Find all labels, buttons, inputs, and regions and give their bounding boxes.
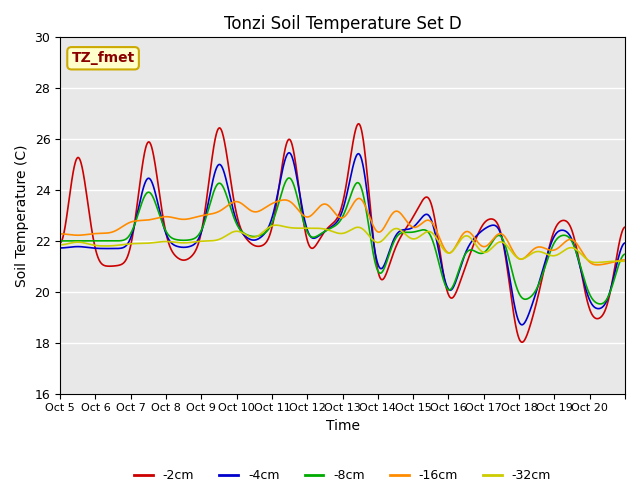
-4cm bbox=[621, 240, 629, 246]
-16cm bbox=[56, 231, 64, 237]
-2cm bbox=[446, 294, 454, 300]
-4cm bbox=[67, 244, 75, 250]
Legend: -2cm, -4cm, -8cm, -16cm, -32cm: -2cm, -4cm, -8cm, -16cm, -32cm bbox=[129, 464, 556, 480]
-32cm bbox=[67, 240, 75, 246]
-2cm bbox=[157, 203, 165, 209]
-16cm bbox=[594, 262, 602, 268]
-16cm bbox=[446, 250, 454, 256]
-16cm bbox=[157, 214, 165, 220]
Line: -4cm: -4cm bbox=[60, 153, 625, 325]
-16cm bbox=[345, 208, 353, 214]
-16cm bbox=[585, 259, 593, 264]
Line: -16cm: -16cm bbox=[60, 198, 625, 265]
-2cm bbox=[345, 164, 353, 170]
-8cm bbox=[67, 238, 75, 244]
Text: TZ_fmet: TZ_fmet bbox=[72, 51, 134, 65]
-2cm bbox=[355, 121, 362, 127]
Y-axis label: Soil Temperature (C): Soil Temperature (C) bbox=[15, 144, 29, 287]
-4cm bbox=[518, 322, 525, 328]
-4cm bbox=[56, 245, 64, 251]
-2cm bbox=[67, 185, 75, 191]
-4cm bbox=[312, 235, 320, 240]
-32cm bbox=[593, 260, 600, 265]
Title: Tonzi Soil Temperature Set D: Tonzi Soil Temperature Set D bbox=[224, 15, 461, 33]
-32cm bbox=[272, 222, 280, 228]
-8cm bbox=[157, 217, 165, 223]
-8cm bbox=[56, 238, 64, 244]
Line: -8cm: -8cm bbox=[60, 178, 625, 304]
-32cm bbox=[585, 258, 593, 264]
-8cm bbox=[585, 290, 593, 296]
-32cm bbox=[346, 228, 353, 234]
-2cm bbox=[312, 243, 319, 249]
-16cm bbox=[67, 232, 75, 238]
-16cm bbox=[355, 195, 363, 201]
-8cm bbox=[312, 234, 320, 240]
-32cm bbox=[446, 250, 454, 256]
-8cm bbox=[446, 287, 454, 293]
-16cm bbox=[312, 208, 319, 214]
-4cm bbox=[446, 288, 454, 293]
-32cm bbox=[621, 258, 629, 264]
-2cm bbox=[518, 339, 526, 345]
-32cm bbox=[157, 239, 165, 245]
-2cm bbox=[621, 224, 629, 230]
-32cm bbox=[56, 242, 64, 248]
-8cm bbox=[285, 175, 293, 181]
-2cm bbox=[56, 240, 64, 246]
Line: -2cm: -2cm bbox=[60, 124, 625, 342]
Line: -32cm: -32cm bbox=[60, 225, 625, 263]
-16cm bbox=[621, 257, 629, 263]
-4cm bbox=[586, 297, 593, 302]
-4cm bbox=[285, 150, 293, 156]
-4cm bbox=[346, 180, 353, 185]
-2cm bbox=[586, 305, 593, 311]
-4cm bbox=[157, 215, 165, 220]
X-axis label: Time: Time bbox=[326, 419, 360, 433]
-8cm bbox=[621, 251, 629, 257]
-8cm bbox=[596, 301, 604, 307]
-32cm bbox=[312, 225, 320, 231]
-8cm bbox=[346, 196, 353, 202]
